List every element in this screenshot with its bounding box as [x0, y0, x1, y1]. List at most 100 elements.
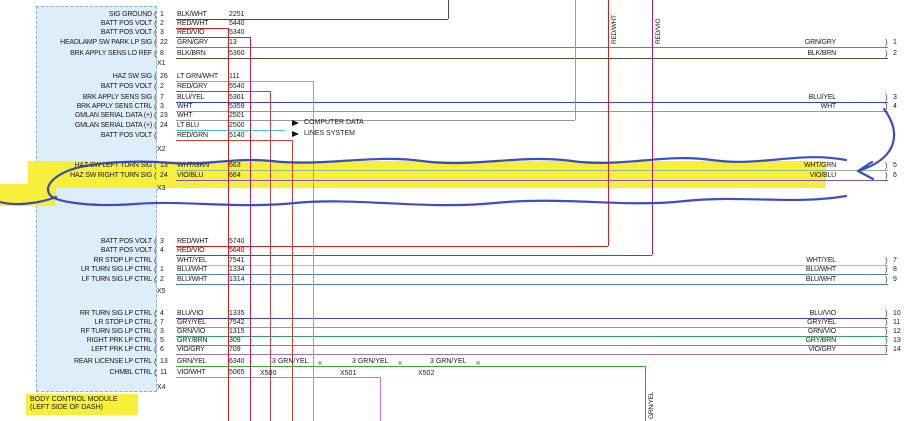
pin-number: 5 [893, 162, 897, 169]
wire-color-label: GRN/VIO [807, 328, 836, 335]
wire-color-label: VIO/GRY [177, 346, 205, 353]
connector-bracket-icon: ) [885, 318, 888, 327]
pin-number: 6 [893, 172, 897, 179]
wire-color-label: RED/GRY [177, 83, 208, 90]
wire-line [176, 274, 888, 276]
signal-label: RR TURN SIG LP CTRL [79, 310, 152, 317]
connector-bracket-icon: ) [885, 161, 888, 170]
signal-label: HEADLAMP SW PARK LP SIG [60, 39, 152, 46]
pin-number: 2 [160, 276, 164, 283]
connector-bracket-icon: ( [154, 28, 157, 37]
pin-number: 7 [893, 257, 897, 264]
pin-number: 12 [893, 328, 901, 335]
wire-color-label: BLK/BRN [807, 50, 836, 57]
pin-number: 3 [160, 29, 164, 36]
wire-line [176, 102, 888, 104]
splice-wire-label: 3 GRN/YEL [272, 358, 309, 365]
pin-number: 11 [893, 319, 901, 326]
wire-color-label: RED/VIO [177, 247, 205, 254]
pin-number: 13 [160, 162, 168, 169]
pin-number: 8 [160, 50, 164, 57]
connector-bracket-icon: ) [885, 256, 888, 265]
signal-label: BATT POS VOLT [100, 20, 152, 27]
signal-label: BATT POS VOLT [100, 247, 152, 254]
signal-label: LEFT PRK LP CTRL [91, 346, 152, 353]
splice-wire-label: 3 GRN/YEL [352, 358, 389, 365]
connector-bracket-icon: ) [885, 345, 888, 354]
connector-bracket-icon: ( [154, 38, 157, 47]
wire-color-label: BLK/BRN [177, 50, 206, 57]
wire-line [176, 47, 888, 49]
pen-arrow-icon [856, 107, 896, 181]
inline-connector-icon [398, 359, 402, 367]
signal-label: GMLAN SERIAL DATA (+) [74, 112, 152, 119]
wire-color-label: GRY/BRN [177, 337, 208, 344]
connector-bracket-icon: ( [154, 121, 157, 130]
wire-color-label: BLU/WHT [177, 266, 208, 273]
circuit-number: 1315 [229, 328, 245, 335]
wire-line [176, 58, 888, 60]
circuit-number: 13 [229, 39, 237, 46]
wire-color-label-vertical: RED/WHT [611, 15, 618, 44]
wire-color-label-vertical: GRN/YEL [648, 391, 655, 419]
wire-line-vertical [652, 0, 654, 255]
circuit-number: 1335 [229, 310, 245, 317]
connector-bracket-icon: ( [154, 357, 157, 366]
connector-bracket-icon: ) [885, 309, 888, 318]
connector-bracket-icon: ( [154, 327, 157, 336]
wire-line-vertical [250, 37, 252, 421]
pin-number: 4 [160, 310, 164, 317]
wire-line [176, 81, 313, 83]
signal-label: RF TURN SIG LP CTRL [80, 328, 153, 335]
pin-number: 2 [160, 83, 164, 90]
pin-number: 13 [893, 337, 901, 344]
wire-line-vertical [608, 0, 610, 246]
wire-line [176, 120, 575, 122]
connector-bracket-icon: ) [885, 275, 888, 284]
inline-connector-icon [476, 359, 480, 367]
connector-bracket-icon: ( [154, 275, 157, 284]
connector-bracket-icon: ( [154, 256, 157, 265]
module-title-line1: BODY CONTROL MODULE [30, 396, 118, 403]
pin-number: 22 [160, 39, 168, 46]
highlight-left-blob [0, 184, 56, 206]
wire-line-vertical [380, 377, 382, 421]
connector-bracket-icon: ( [154, 131, 157, 140]
circuit-number: 6340 [229, 358, 245, 365]
circuit-number: 2501 [229, 112, 245, 119]
wire-line [176, 180, 888, 182]
signal-label: LF TURN SIG LP CTRL [81, 276, 152, 283]
wire-color-label: RED/WHT [177, 20, 209, 27]
pin-number: 4 [893, 103, 897, 110]
wire-color-label: VIO/BLU [177, 172, 204, 179]
circuit-number: 5140 [229, 132, 245, 139]
wire-color-label: LT GRN/WHT [177, 73, 218, 80]
wire-color-label: VIO/WHT [177, 369, 206, 376]
connector-bracket-icon: ) [885, 336, 888, 345]
connector-id-label: X2 [157, 146, 166, 153]
pin-number: 4 [160, 247, 164, 254]
highlight-module-label [26, 394, 138, 415]
pin-number: 3 [160, 328, 164, 335]
circuit-number: 5540 [229, 83, 245, 90]
connector-bracket-icon: ( [154, 111, 157, 120]
data-arrow-label: LINES SYSTEM [304, 130, 355, 137]
wire-color-label: RED/GRN [177, 132, 208, 139]
pin-number: 1 [160, 266, 164, 273]
connector-bracket-icon: ) [885, 171, 888, 180]
pin-number: 11 [160, 369, 168, 376]
wire-color-label: RED/WHT [177, 238, 209, 245]
pin-number: 24 [160, 122, 168, 129]
pin-number: 13 [160, 358, 168, 365]
pin-number: 23 [160, 112, 168, 119]
wire-line [176, 37, 250, 39]
signal-label: BRK APPLY SENS LO REF [70, 50, 152, 57]
splice-connector-id: X501 [340, 370, 357, 377]
connector-id-label: X4 [157, 384, 166, 391]
signal-label: BATT POS VOLT [100, 29, 152, 36]
pin-number: 10 [893, 310, 901, 317]
circuit-number: 5640 [229, 247, 245, 254]
wire-color-label-vertical: RED/VIO [655, 18, 662, 44]
connector-bracket-icon: ) [885, 49, 888, 58]
connector-bracket-icon: ) [885, 327, 888, 336]
